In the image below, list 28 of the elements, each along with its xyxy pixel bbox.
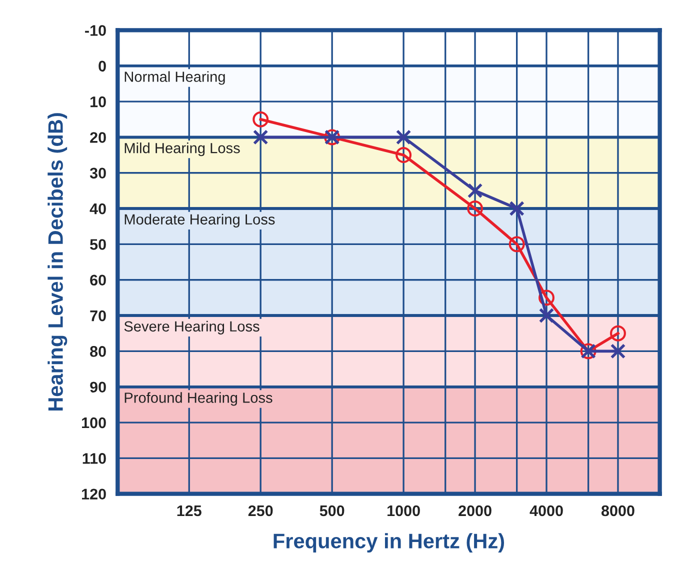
x-tick-label: 8000	[601, 505, 634, 516]
y-tick-label: -10	[85, 25, 106, 36]
y-tick-label: 70	[90, 310, 106, 322]
band-label: Moderate Hearing Loss	[124, 214, 275, 228]
x-tick-label: 500	[320, 505, 344, 516]
x-tick-label: 4000	[530, 505, 563, 516]
band-label: Mild Hearing Loss	[124, 142, 240, 156]
band-label: Severe Hearing Loss	[124, 320, 260, 334]
y-axis-title: Hearing Level in Decibels (dB)	[48, 113, 68, 411]
y-tick-label: 40	[90, 203, 106, 214]
y-tick-label: 100	[82, 417, 106, 428]
x-axis-title: Frequency in Hertz (Hz)	[274, 533, 504, 553]
y-tick-label: 80	[90, 346, 106, 357]
band-label: Profound Hearing Loss	[124, 392, 272, 406]
y-tick-label: 50	[90, 239, 106, 250]
y-tick-label: 30	[90, 168, 106, 179]
y-tick-label: 110	[82, 453, 106, 464]
y-tick-label: 10	[90, 96, 106, 108]
x-tick-label: 250	[248, 505, 273, 516]
y-tick-label: 120	[82, 488, 106, 500]
y-tick-label: 0	[98, 60, 106, 72]
x-tick-label: 1000	[388, 505, 420, 516]
y-tick-label: 60	[90, 274, 106, 286]
y-tick-label: 20	[90, 132, 106, 143]
x-tick-label: 2000	[458, 505, 492, 516]
y-tick-label: 90	[90, 382, 106, 393]
band-label: Normal Hearing	[124, 71, 225, 85]
x-tick-label: 125	[177, 505, 202, 516]
